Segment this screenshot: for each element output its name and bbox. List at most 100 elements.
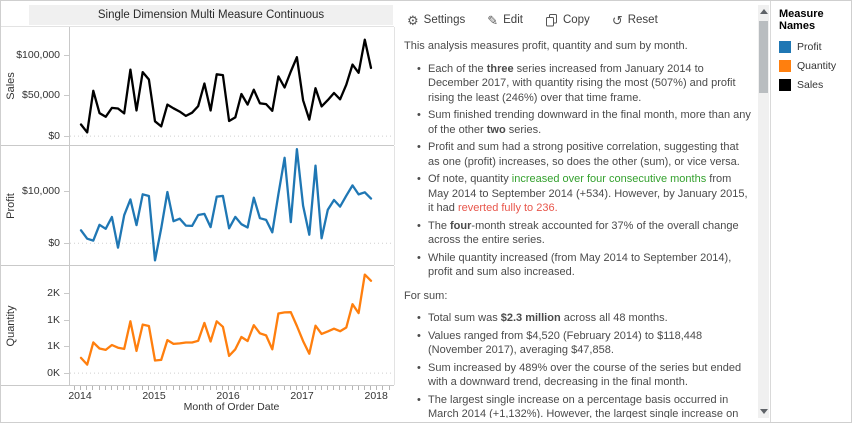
analysis-bullet: Of note, quantity increased over four co… <box>417 172 752 216</box>
scroll-down-icon[interactable] <box>759 409 768 414</box>
scroll-up-icon[interactable] <box>759 9 768 14</box>
text-segment: across all 48 months. <box>560 312 668 324</box>
copy-button-label: Copy <box>562 14 590 26</box>
month-tick <box>351 386 353 390</box>
month-tick <box>172 386 174 390</box>
for-sum-heading: For sum: <box>404 289 448 302</box>
copy-button[interactable]: Copy <box>545 13 590 27</box>
sales-y-axis: Sales $100,000 $50,000 $0 <box>1 27 69 145</box>
month-tick <box>80 386 81 390</box>
month-tick <box>283 386 285 390</box>
legend-items: Profit Quantity Sales <box>779 41 851 91</box>
month-tick <box>184 386 186 390</box>
x-axis-year-label: 2016 <box>216 390 240 402</box>
settings-button[interactable]: ⚙ Settings <box>407 14 465 27</box>
sales-line-chart[interactable] <box>70 27 394 146</box>
month-tick <box>73 386 75 390</box>
text-segment: Total sum was <box>428 312 501 324</box>
month-tick <box>277 386 279 390</box>
quantity-tick-mark <box>64 292 69 294</box>
month-tick <box>295 386 297 390</box>
month-tick <box>98 386 100 390</box>
month-tick <box>209 386 211 390</box>
sales-tick-label: $50,000 <box>22 89 60 102</box>
legend-item-profit[interactable]: Profit <box>779 41 851 53</box>
pencil-icon: ✎ <box>487 12 499 28</box>
month-tick <box>258 386 260 390</box>
quantity-chart-row: Quantity 2K 1K 1K 0K <box>1 266 395 386</box>
month-tick <box>104 386 106 390</box>
month-tick <box>240 386 242 390</box>
sales-tick-mark <box>64 136 69 138</box>
quantity-tick-label: 0K <box>47 367 60 380</box>
edit-button[interactable]: ✎ Edit <box>487 14 523 27</box>
month-tick <box>302 386 304 390</box>
text-segment: Of note, quantity <box>428 173 512 185</box>
x-axis: Month of Order Date 2014 2015 2016 2017 2018 <box>68 386 394 413</box>
reset-icon: ↺ <box>611 12 623 28</box>
quantity-line[interactable] <box>79 273 373 366</box>
text-segment: Sum finished trending downward in the fi… <box>428 109 751 136</box>
month-tick <box>135 386 137 390</box>
legend-item-sales[interactable]: Sales <box>779 79 851 91</box>
sales-plot-area[interactable] <box>69 27 395 145</box>
sales-chart-row: Sales $100,000 $50,000 $0 <box>1 26 395 146</box>
legend-swatch-sales <box>779 79 791 91</box>
quantity-plot-area[interactable] <box>69 266 395 385</box>
month-tick <box>86 386 88 390</box>
month-tick <box>228 386 230 390</box>
month-tick <box>289 386 291 390</box>
sales-line[interactable] <box>79 38 373 134</box>
profit-line[interactable] <box>79 148 373 262</box>
quantity-line-chart[interactable] <box>70 266 394 385</box>
month-tick <box>252 386 254 390</box>
legend-label: Profit <box>797 41 822 53</box>
analysis-bullet: Values ranged from $4,520 (February 2014… <box>417 329 752 358</box>
profit-tick-mark <box>64 243 69 245</box>
viz-panel: Single Dimension Multi Measure Continuou… <box>1 1 399 422</box>
toolbar: ⚙ Settings ✎ Edit Copy ↺ Reset <box>399 1 770 30</box>
analysis-bullet: Each of the three series increased from … <box>417 62 752 106</box>
sales-tick-label: $100,000 <box>16 48 60 61</box>
month-tick <box>92 386 94 390</box>
sales-axis-title: Sales <box>5 72 17 100</box>
month-tick <box>215 386 217 390</box>
analysis-panel: ⚙ Settings ✎ Edit Copy ↺ Reset This analysis m… <box>399 1 770 422</box>
month-tick <box>147 386 149 390</box>
analysis-bullet: While quantity increased (from May 2014 … <box>417 251 752 280</box>
text-scrollbar[interactable] <box>758 5 769 418</box>
analysis-text: This analysis measures profit, quantity … <box>404 39 752 418</box>
month-tick <box>363 386 365 390</box>
text-segment: -month streak accounted for 37% of the o… <box>428 219 739 247</box>
settings-button-label: Settings <box>423 14 466 26</box>
profit-chart-row: Profit $10,000 $0 <box>1 146 395 266</box>
month-tick <box>191 386 193 390</box>
x-axis-year-label: 2014 <box>68 390 92 402</box>
gear-icon: ⚙ <box>407 12 419 28</box>
analysis-bullet: Profit and sum had a strong positive cor… <box>417 140 752 169</box>
month-tick <box>234 386 236 390</box>
text-segment-r: reverted fully to 236. <box>457 202 558 214</box>
text-segment: Values ranged from $4,520 (February 2014… <box>428 329 703 357</box>
profit-line-chart[interactable] <box>70 146 394 265</box>
reset-button[interactable]: ↺ Reset <box>612 14 658 27</box>
month-tick <box>345 386 347 390</box>
text-segment: series increased from January 2014 to De… <box>428 62 736 104</box>
month-tick <box>320 386 322 390</box>
text-segment: Each of the <box>428 62 487 75</box>
x-axis-year-label: 2017 <box>290 390 314 402</box>
chart-grid: Sales $100,000 $50,000 $0 Profit $10,000 $0 Q… <box>1 26 395 413</box>
scroll-thumb[interactable] <box>759 21 768 93</box>
reset-button-label: Reset <box>627 14 658 26</box>
profit-plot-area[interactable] <box>69 146 395 265</box>
month-tick <box>178 386 180 390</box>
copy-icon <box>545 14 557 27</box>
text-segment-b: $2.3 million <box>500 312 561 324</box>
text-segment: The largest single increase on a percent… <box>428 393 739 419</box>
legend-title: Measure Names <box>779 8 824 32</box>
month-tick <box>333 386 334 390</box>
month-tick <box>154 386 155 390</box>
month-tick <box>160 386 162 390</box>
legend-item-quantity[interactable]: Quantity <box>779 60 851 72</box>
